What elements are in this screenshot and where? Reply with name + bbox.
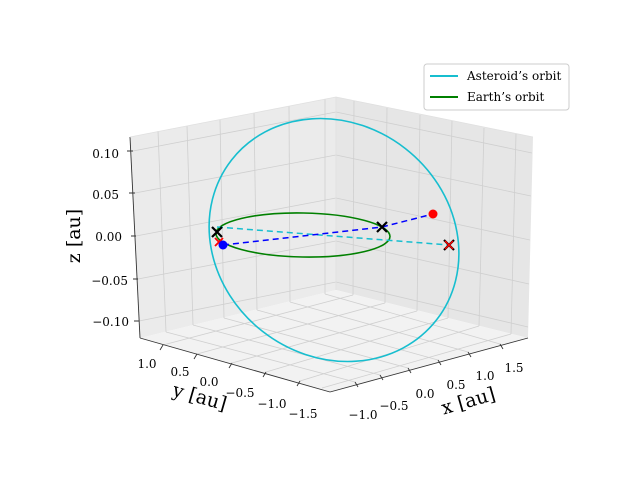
z-axis-label: z [au] — [63, 209, 85, 263]
z-tick-labels: 0.10 0.05 0.00 −0.05 −0.10 — [91, 147, 129, 329]
floor-grid-y--1.5 — [324, 293, 501, 345]
floor-grid-x--0.5 — [196, 302, 386, 355]
floor-grid-x--1.0 — [162, 294, 354, 346]
grid-x--1.0 — [352, 100, 355, 296]
point-marker-red-x-2 — [444, 240, 454, 250]
grid-x-0.5 — [447, 120, 453, 319]
x-tick-label: 1.0 — [475, 369, 494, 383]
grid-x-1.0 — [478, 127, 485, 327]
z-tick-label: −0.05 — [91, 274, 128, 288]
asteroid-orbit-line — [208, 117, 460, 363]
floor-grid-y--1.0 — [289, 301, 469, 353]
grid — [132, 99, 533, 389]
grid-y-1.0 — [157, 130, 167, 333]
grid-y--0.5 — [253, 112, 258, 311]
floor-grid-x-0.0 — [231, 310, 418, 364]
legend-earth-label: Earth’s orbit — [467, 90, 544, 104]
grid-x-1.5 — [510, 133, 517, 335]
grid-x--0.5 — [384, 107, 388, 304]
floor-grid-y-0.5 — [192, 324, 381, 376]
y-tick-label: 1.0 — [137, 357, 156, 371]
y-tick-label: −1.5 — [288, 407, 317, 421]
x-axis-line — [329, 337, 529, 393]
legend: Asteroid’s orbit Earth’s orbit — [423, 63, 570, 111]
x-tick-label: 1.5 — [504, 361, 523, 375]
legend-asteroid-label: Asteroid’s orbit — [466, 69, 561, 83]
x-tick-labels: −1.0 −0.5 0.0 0.5 1.0 1.5 — [348, 361, 523, 422]
x-tick-label: 0.0 — [415, 387, 434, 401]
y-tick-labels: 1.0 0.5 0.0 −0.5 −1.0 −1.5 — [137, 357, 317, 421]
x-tick-marks — [354, 343, 504, 388]
grid-y--1.0 — [288, 105, 291, 303]
z-tick-label: 0.00 — [95, 230, 122, 244]
pane-edges — [129, 96, 534, 290]
y-tick-marks — [159, 344, 301, 387]
x-tick-label: −0.5 — [379, 399, 408, 413]
z-tick-label: −0.10 — [92, 315, 129, 329]
y-tick-label: −0.5 — [225, 386, 254, 400]
asteroid-node-line — [216, 226, 450, 246]
connecting-line-1 — [381, 213, 434, 228]
pane-floor — [140, 290, 528, 392]
x-tick-label: −1.0 — [348, 408, 377, 422]
z-tick-label: 0.05 — [92, 188, 119, 202]
z-tick-marks — [127, 150, 139, 322]
tick-marks — [127, 150, 504, 388]
grid-y-0.5 — [186, 125, 194, 326]
asteroid-position-red — [428, 209, 438, 219]
grid-x-0.0 — [416, 114, 421, 312]
plot-data — [208, 117, 460, 363]
z-axis-line — [129, 136, 141, 339]
y-tick-label: −1.0 — [257, 397, 286, 411]
z-tick-label: 0.10 — [92, 147, 119, 161]
connecting-line-2 — [222, 226, 383, 246]
floor-grid-x-0.5 — [265, 317, 449, 373]
asteroid-position-blue — [218, 240, 228, 250]
y-tick-label: 0.5 — [170, 365, 189, 379]
floor-grid-x-1.5 — [321, 333, 512, 389]
floor-grid-y-0.0 — [223, 317, 409, 369]
node-marker-1 — [211, 226, 223, 238]
legend-box — [423, 63, 570, 111]
earth-marker — [376, 221, 388, 233]
x-tick-label: 0.5 — [446, 378, 465, 392]
y-tick-label: 0.0 — [199, 375, 218, 389]
floor-grid-y--0.5 — [256, 309, 439, 361]
